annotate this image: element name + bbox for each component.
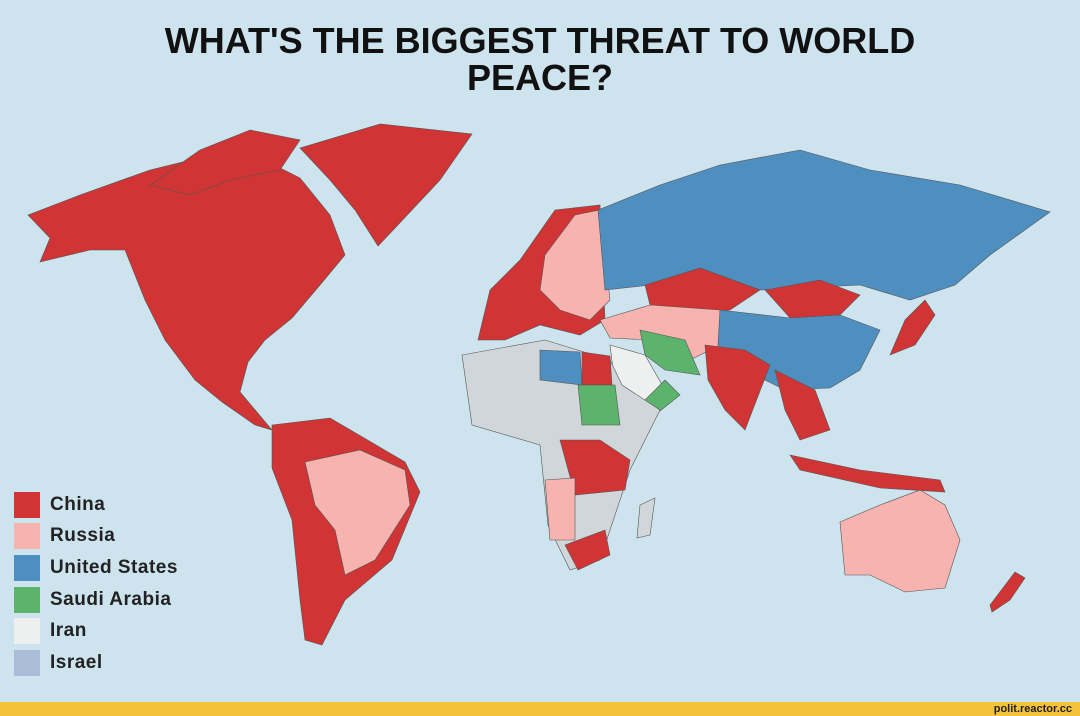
iran [639,329,701,376]
legend-item: Russia [14,521,178,553]
legend-swatch [14,649,40,676]
egypt [581,351,613,386]
libya [539,349,583,386]
sudan [577,384,621,426]
southeast-asia [774,369,831,441]
greenland [299,123,473,247]
japan [889,299,936,356]
new-zealand [989,571,1026,613]
india [704,344,771,431]
legend-swatch [14,491,40,518]
indonesia [789,454,946,493]
footer-bar: polit.reactor.cc [0,702,1080,716]
legend-label: Israel [50,651,103,673]
legend-item: China [14,489,178,521]
brazil [304,449,411,576]
angola [544,477,576,541]
madagascar [636,497,656,539]
mongolia [764,279,861,319]
legend-item: Iran [14,615,178,647]
legend-item: Saudi Arabia [14,584,178,616]
legend-label: Iran [50,620,87,642]
eastern-europe [539,209,611,321]
legend-swatch [14,586,40,613]
arctic-islands [149,129,301,196]
legend: China Russia United States Saudi Arabia Iran… [14,489,178,679]
legend-swatch [14,554,40,581]
legend-label: Russia [50,525,116,547]
legend-label: United States [50,556,178,578]
middle-asia [599,304,721,361]
russia [597,149,1051,301]
southern-africa [564,529,611,571]
legend-item: Israel [14,647,178,679]
legend-swatch [14,523,40,550]
watermark: polit.reactor.cc [993,703,1072,715]
legend-swatch [14,618,40,645]
legend-label: China [50,493,106,515]
legend-item: United States [14,552,178,584]
map-title: WHAT'S THE BIGGEST THREAT TO WORLD PEACE… [164,20,916,98]
australia [839,489,961,593]
legend-label: Saudi Arabia [50,588,172,610]
